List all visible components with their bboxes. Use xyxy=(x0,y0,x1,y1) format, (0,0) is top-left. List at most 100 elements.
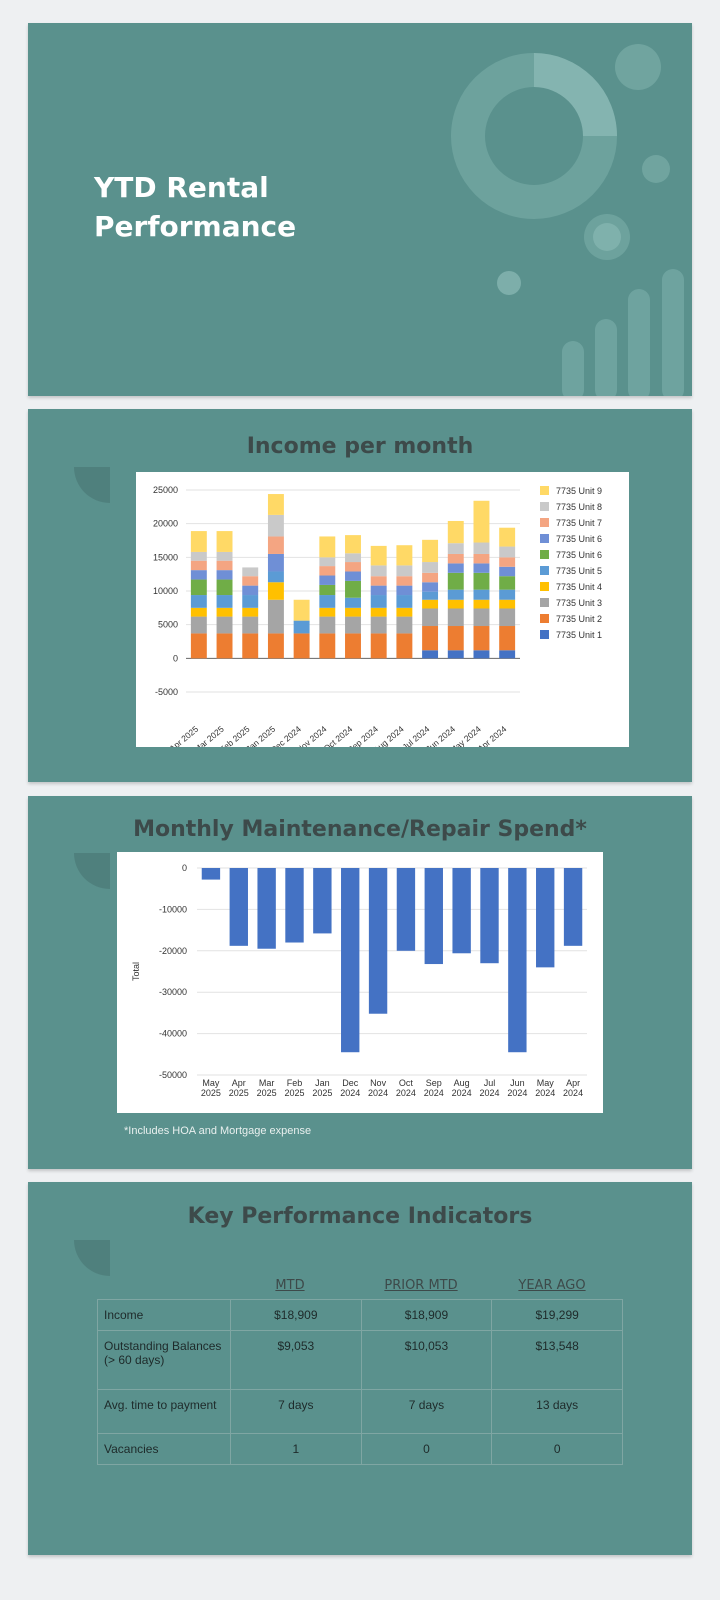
bar-segment xyxy=(242,567,259,577)
decorative-quarter-circle xyxy=(74,853,110,889)
kpi-table: Income $18,909 $18,909 $19,299 Outstandi… xyxy=(97,1299,623,1465)
x-tick-label-year: 2025 xyxy=(229,1088,249,1098)
kpi-slide: Key Performance Indicators MTD PRIOR MTD… xyxy=(28,1182,692,1555)
bar xyxy=(563,868,583,946)
y-tick-label: -10000 xyxy=(159,904,187,914)
row-label: Vacancies xyxy=(97,1433,231,1465)
bar-segment xyxy=(370,616,387,634)
legend-label: 7735 Unit 9 xyxy=(556,486,602,496)
bar-segment xyxy=(447,608,464,627)
bar-segment xyxy=(190,560,207,571)
bar-segment xyxy=(345,616,361,634)
bar-segment xyxy=(319,607,336,617)
bar-segment xyxy=(242,633,259,659)
x-tick-label: Apr 2024 xyxy=(476,724,509,747)
x-tick-label-year: 2024 xyxy=(368,1088,388,1098)
bar xyxy=(480,868,499,964)
title-slide: YTD Rental Performance xyxy=(28,23,692,396)
bar-segment xyxy=(190,531,207,552)
x-tick-label-month: Jan xyxy=(315,1078,330,1088)
title-line-2: Performance xyxy=(94,210,297,243)
bar-segment xyxy=(345,535,361,554)
bar-segment xyxy=(422,572,439,583)
bar-segment xyxy=(499,557,516,567)
bar-segment xyxy=(370,585,387,596)
row-label: Avg. time to payment xyxy=(97,1389,231,1434)
bar-segment xyxy=(345,571,361,581)
bar xyxy=(229,868,248,946)
table-row: Income $18,909 $18,909 $19,299 xyxy=(97,1299,623,1331)
bar-segment xyxy=(267,553,284,572)
bar xyxy=(201,868,221,880)
table-row: Vacancies 1 0 0 xyxy=(97,1433,623,1465)
bar-segment xyxy=(473,500,490,543)
bar-segment xyxy=(319,595,336,608)
legend-swatch xyxy=(540,502,549,511)
bar-segment xyxy=(447,572,464,590)
table-row: Avg. time to payment 7 days 7 days 13 da… xyxy=(97,1389,623,1434)
bar-segment xyxy=(319,633,336,659)
bar-segment xyxy=(370,545,387,566)
bar-segment xyxy=(473,589,490,600)
x-tick-label-month: Mar xyxy=(259,1078,275,1088)
bar xyxy=(341,868,360,1053)
y-tick-label: -40000 xyxy=(159,1029,187,1039)
bar xyxy=(508,868,527,1053)
y-tick-label: -20000 xyxy=(159,946,187,956)
bar-segment xyxy=(319,584,336,596)
x-tick-label-year: 2024 xyxy=(535,1088,555,1098)
bar-segment xyxy=(499,608,516,627)
bar-segment xyxy=(216,607,233,617)
bar-segment xyxy=(216,570,233,580)
bar-segment xyxy=(267,494,284,515)
bar-segment xyxy=(370,565,387,577)
bar-segment xyxy=(293,599,310,621)
bar-segment xyxy=(447,626,464,651)
legend-swatch xyxy=(540,534,549,543)
bar-segment xyxy=(267,599,284,634)
legend-label: 7735 Unit 6 xyxy=(556,534,602,544)
maintenance-chart-svg: 0-10000-20000-30000-40000-50000TotalMay2… xyxy=(131,863,587,1098)
bar-segment xyxy=(190,633,207,659)
bar-segment xyxy=(396,576,413,586)
income-slide: Income per month 25000 20000 15000 10000 500… xyxy=(28,409,692,782)
bar-segment xyxy=(499,527,516,547)
bar-segment xyxy=(345,633,361,659)
bar-segment xyxy=(319,557,336,567)
x-tick-label-month: Oct xyxy=(399,1078,414,1088)
y-tick-label: -50000 xyxy=(159,1070,187,1080)
x-tick-label-month: Feb xyxy=(287,1078,303,1088)
decorative-quarter-circle xyxy=(74,467,110,503)
bar-segment xyxy=(216,560,233,571)
bar-segment xyxy=(345,597,361,608)
bar-segment xyxy=(319,566,336,576)
bar-segment xyxy=(499,589,516,600)
legend-swatch xyxy=(540,550,549,559)
maintenance-chart: 0 -10000 -20000 -30000 -40000 -50000 Total May 2… xyxy=(117,852,603,1113)
bar-segment xyxy=(473,650,490,659)
x-tick-label-year: 2025 xyxy=(257,1088,277,1098)
x-tick-label-year: 2024 xyxy=(479,1088,499,1098)
bar-segment xyxy=(319,575,336,585)
bar-segment xyxy=(216,633,233,659)
legend-swatch xyxy=(540,598,549,607)
legend-label: 7735 Unit 8 xyxy=(556,502,602,512)
bar-segment xyxy=(396,545,413,566)
bar-segment xyxy=(216,616,233,634)
bar-segment xyxy=(242,616,259,634)
income-chart: 25000 20000 15000 10000 5000 0 -5000 Apr 2025 Ma… xyxy=(136,472,629,756)
legend-label: 7735 Unit 7 xyxy=(556,518,602,528)
bar-segment xyxy=(370,595,387,608)
legend-swatch xyxy=(540,566,549,575)
bar-segment xyxy=(473,563,490,573)
bar-segment xyxy=(242,595,259,608)
bar-segment xyxy=(422,562,439,573)
legend-label: 7735 Unit 3 xyxy=(556,598,602,608)
x-tick-label-year: 2024 xyxy=(452,1088,472,1098)
bar-segment xyxy=(293,620,310,634)
slide-title: Key Performance Indicators xyxy=(187,1204,533,1229)
legend-swatch xyxy=(540,518,549,527)
y-tick-label: 5000 xyxy=(158,620,178,630)
x-tick-label-year: 2025 xyxy=(312,1088,332,1098)
